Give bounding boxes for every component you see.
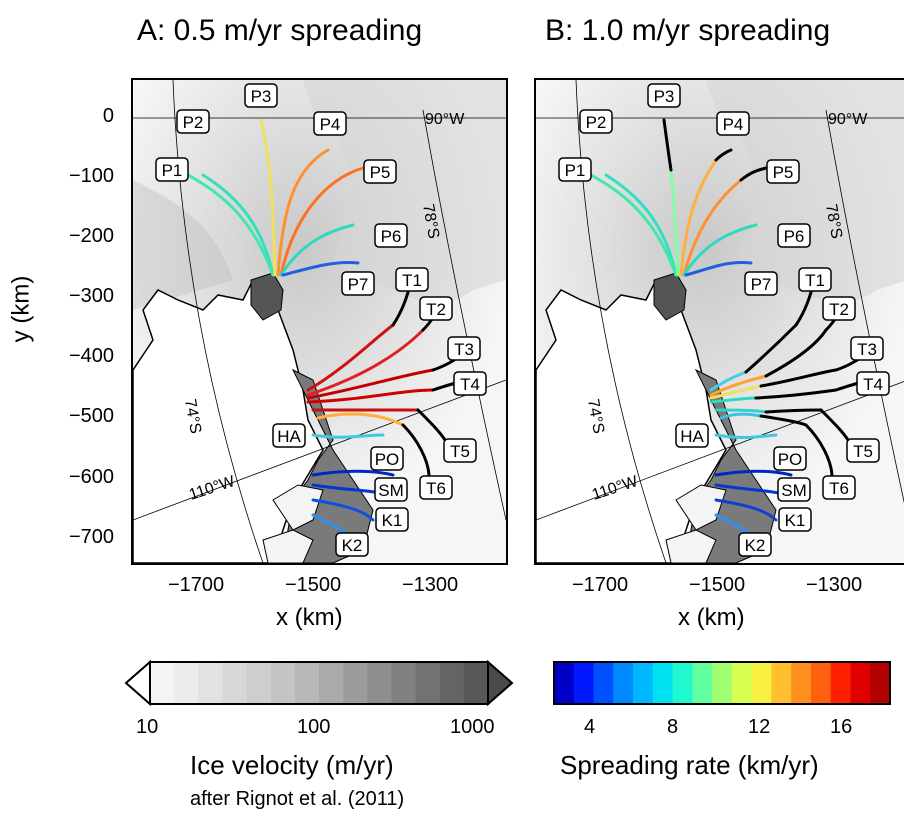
velocity-tick-100: 100 [297, 716, 331, 738]
spreading-color-segment [573, 662, 595, 704]
velocity-color-segment [150, 662, 175, 704]
velocity-color-segment [270, 662, 296, 704]
velocity-colorbar-credit: after Rignot et al. (2011) [190, 788, 405, 810]
x-tick-a-1700: −1700 [168, 574, 225, 596]
label-lat-74-b: 74°S [584, 398, 607, 435]
panel-a-title: A: 0.5 m/yr spreading [137, 14, 423, 47]
velocity-color-segment [463, 662, 489, 704]
y-tick-400: −400 [68, 345, 114, 367]
spreading-color-segment [830, 662, 851, 704]
velocity-tick-1000: 1000 [450, 716, 495, 738]
y-tick-300: −300 [68, 285, 114, 307]
velocity-colorbar [124, 659, 514, 707]
velocity-colorbar-label: Ice velocity (m/yr) [190, 750, 394, 780]
x-tick-b-1300: −1300 [806, 574, 863, 596]
velocity-color-segment [294, 662, 320, 704]
x-axis-label-b: x (km) [678, 604, 745, 631]
spreading-color-segment [791, 662, 812, 704]
label-lat-78-b: 78°S [822, 203, 845, 240]
map-a-svg: 90°W 110°W 78°S 74°S [133, 80, 506, 563]
x-axis-label-a: x (km) [276, 604, 343, 631]
velocity-extend-high [487, 659, 514, 707]
label-lat-74: 74°S [181, 398, 204, 435]
spreading-color-segment [633, 662, 654, 704]
label-lat-78: 78°S [419, 203, 442, 240]
spreading-color-segment [593, 662, 614, 704]
velocity-color-segment [415, 662, 441, 704]
y-tick-0: 0 [102, 105, 114, 127]
spreading-color-segment [850, 662, 871, 704]
velocity-color-segment [198, 662, 223, 704]
spreading-color-segment [870, 662, 891, 704]
spreading-color-segment [554, 662, 575, 704]
velocity-color-segment [174, 662, 199, 704]
map-panel-a: 90°W 110°W 78°S 74°S [131, 78, 508, 565]
velocity-color-segment [319, 662, 344, 704]
spreading-color-segment [771, 662, 792, 704]
map-b-svg: 90°W 110°W 78°S 74°S [536, 80, 904, 563]
spreading-color-segment [692, 662, 713, 704]
panel-b-title: B: 1.0 m/yr spreading [545, 14, 831, 47]
spreading-color-segment [613, 662, 634, 704]
x-tick-b-1700: −1700 [572, 574, 629, 596]
label-lon-90-b: 90°W [828, 111, 868, 128]
velocity-color-segment [367, 662, 392, 704]
spread-tick-12: 12 [748, 716, 771, 738]
spread-tick-8: 8 [667, 716, 679, 738]
spreading-colorbar-label: Spreading rate (km/yr) [560, 750, 819, 780]
velocity-color-segment [246, 662, 272, 704]
flowlines-a [166, 118, 435, 547]
y-tick-700: −700 [68, 526, 114, 548]
x-tick-a-1300: −1300 [402, 574, 459, 596]
label-lon-90: 90°W [425, 111, 465, 128]
velocity-extend-low [124, 659, 151, 707]
y-tick-600: −600 [68, 466, 114, 488]
x-tick-a-1500: −1500 [285, 574, 342, 596]
spreading-color-segment [751, 662, 772, 704]
x-tick-b-1500: −1500 [689, 574, 746, 596]
y-tick-200: −200 [68, 225, 114, 247]
spreading-color-segment [810, 662, 832, 704]
y-tick-100: −100 [68, 165, 114, 187]
velocity-color-segment [391, 662, 417, 704]
spreading-colorbar [553, 661, 891, 705]
spreading-color-segment [712, 662, 733, 704]
y-tick-500: −500 [68, 405, 114, 427]
map-panel-b: 90°W 110°W 78°S 74°S [534, 78, 904, 565]
velocity-color-segment [343, 662, 368, 704]
spreading-color-segment [672, 662, 693, 704]
velocity-tick-10: 10 [136, 716, 159, 738]
spreading-color-segment [652, 662, 674, 704]
velocity-color-segment [222, 662, 248, 704]
velocity-color-segment [439, 662, 465, 704]
spread-tick-4: 4 [584, 716, 596, 738]
spreading-color-segment [731, 662, 753, 704]
spread-tick-16: 16 [830, 716, 853, 738]
